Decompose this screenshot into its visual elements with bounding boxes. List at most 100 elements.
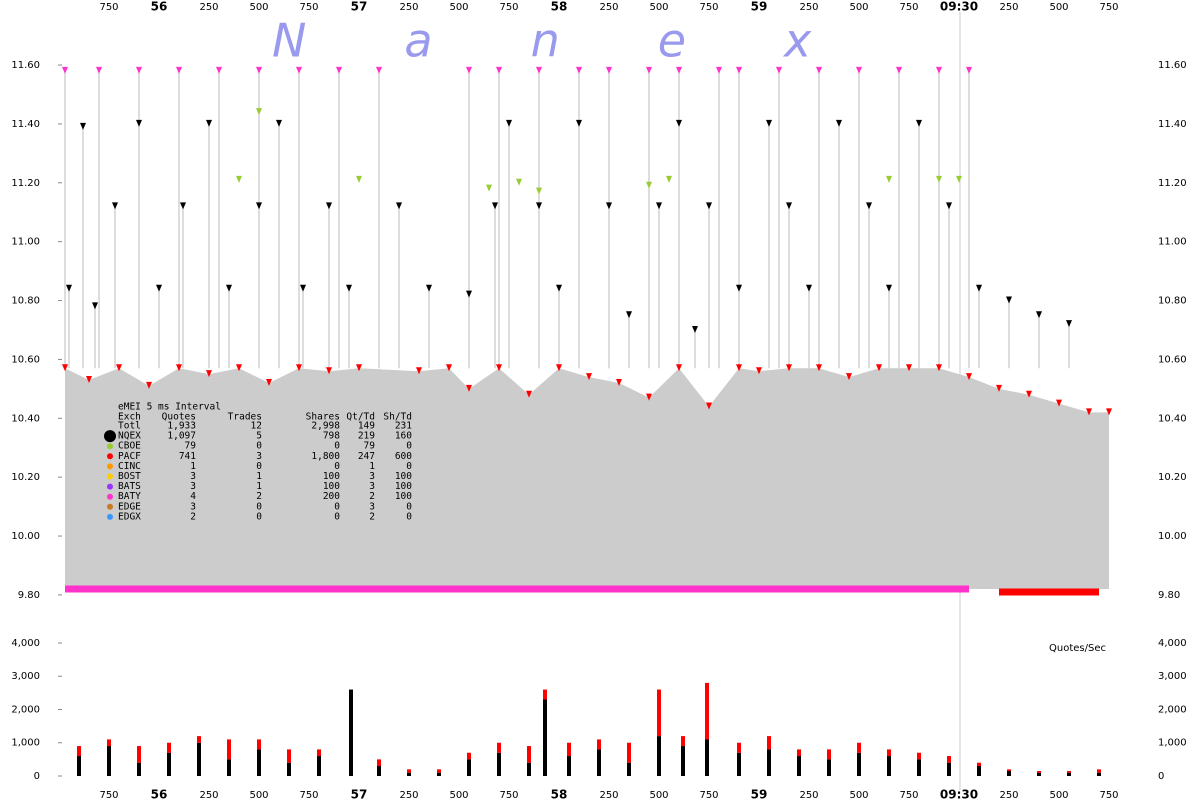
quote-marker	[966, 66, 972, 74]
table-cell: 3	[190, 481, 196, 492]
x-tick-label: 59	[751, 788, 768, 800]
x-tick-label: 750	[1099, 790, 1118, 800]
table-cell: EDGX	[118, 511, 141, 522]
y-tick-label-right: 11.40	[1158, 119, 1187, 130]
table-cell: Shares	[306, 412, 340, 423]
y-tick-label: 2,000	[11, 704, 40, 715]
table-cell: CBOE	[118, 441, 141, 452]
quote-marker	[736, 284, 742, 292]
quote-marker	[692, 325, 698, 333]
rate-bar	[527, 762, 531, 776]
quote-marker	[886, 284, 892, 292]
table-cell: 3	[369, 481, 375, 492]
exchange-dot	[107, 513, 113, 520]
rate-bar	[77, 746, 81, 757]
table-cell: 0	[256, 441, 262, 452]
rate-bar	[597, 739, 601, 750]
table-cell: 1	[256, 471, 262, 482]
rate-bar	[597, 749, 601, 776]
table-cell: 3	[190, 471, 196, 482]
rate-bar	[107, 739, 111, 747]
quote-marker	[856, 66, 862, 74]
quote-marker	[336, 66, 342, 74]
table-cell: 3	[369, 501, 375, 512]
table-cell: Quotes	[162, 412, 196, 423]
quote-marker	[326, 202, 332, 210]
rate-bar	[1067, 771, 1071, 773]
quote-marker	[176, 364, 182, 372]
quote-marker	[236, 175, 242, 183]
y-tick-label: 11.40	[11, 119, 40, 130]
rate-bar	[681, 736, 685, 747]
quote-marker	[666, 175, 672, 183]
table-cell: 0	[406, 461, 412, 472]
table-cell: 1	[190, 461, 196, 472]
rate-bar	[407, 769, 411, 773]
x-tick-label: 750	[499, 790, 518, 800]
x-tick-label: 250	[799, 790, 818, 800]
quote-marker	[1036, 311, 1042, 319]
table-cell: 100	[395, 471, 412, 482]
rate-bar	[227, 739, 231, 760]
x-tick-label: 58	[551, 788, 568, 800]
x-tick-label: 500	[449, 790, 468, 800]
quote-marker	[62, 364, 68, 372]
quote-marker	[146, 381, 152, 389]
quote-marker	[66, 284, 72, 292]
table-cell: 231	[395, 421, 412, 432]
table-cell: 1	[256, 481, 262, 492]
x-tick-label: 09:30	[940, 788, 978, 800]
quote-marker	[956, 175, 962, 183]
table-cell: 149	[358, 421, 375, 432]
rate-bar	[1007, 771, 1011, 776]
y-tick-label: 10.00	[11, 531, 40, 542]
rate-bar	[527, 746, 531, 763]
table-cell: 1	[369, 461, 375, 472]
quote-marker	[486, 184, 492, 192]
quote-marker	[356, 175, 362, 183]
rate-bar	[1037, 771, 1041, 773]
exchange-dot	[107, 493, 113, 500]
quote-marker	[492, 202, 498, 210]
table-cell: 798	[323, 431, 340, 442]
quote-marker	[776, 66, 782, 74]
table-cell: 3	[256, 451, 262, 462]
exchange-dot	[107, 443, 113, 450]
exchange-dot	[107, 453, 113, 460]
y-tick-label-right: 3,000	[1158, 671, 1187, 682]
y-tick-label-right: 1,000	[1158, 738, 1187, 749]
quote-marker	[496, 66, 502, 74]
table-cell: 79	[185, 441, 197, 452]
y-tick-label-right: 11.60	[1158, 60, 1187, 71]
x-tick-label: 500	[849, 790, 868, 800]
quote-marker	[896, 66, 902, 74]
rate-bar	[317, 756, 321, 776]
quote-marker	[556, 284, 562, 292]
rate-bar	[857, 752, 861, 776]
quote-marker	[516, 178, 522, 186]
quote-marker	[206, 119, 212, 127]
spread-area	[65, 368, 1109, 590]
y-tick-label-right: 4,000	[1158, 638, 1187, 649]
table-cell: BATS	[118, 481, 141, 492]
table-cell: Exch	[118, 412, 141, 423]
x-tick-label: 750	[99, 790, 118, 800]
quote-marker	[766, 119, 772, 127]
rate-bar	[887, 756, 891, 776]
y-tick-label: 1,000	[11, 738, 40, 749]
rate-bar	[257, 749, 261, 776]
rate-bar	[1097, 772, 1101, 776]
quote-marker	[266, 378, 272, 386]
rate-bar	[705, 682, 709, 740]
y-tick-label-right: 10.00	[1158, 531, 1187, 542]
y-tick-label-right: 2,000	[1158, 704, 1187, 715]
quote-marker	[576, 119, 582, 127]
quote-marker	[236, 364, 242, 372]
table-cell: Totl	[118, 421, 141, 432]
x-tick-label: 750	[899, 790, 918, 800]
rate-bar	[1097, 769, 1101, 773]
table-cell: 0	[334, 441, 340, 452]
table-cell: 0	[406, 501, 412, 512]
quote-marker	[80, 122, 86, 130]
